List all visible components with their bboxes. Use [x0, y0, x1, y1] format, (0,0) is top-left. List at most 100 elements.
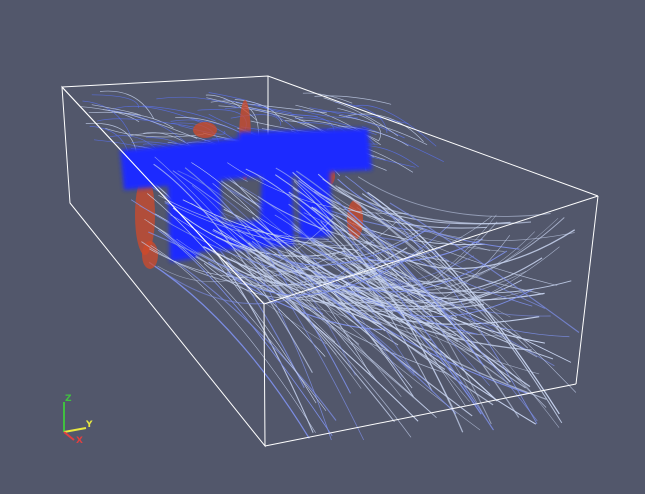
streamline [277, 251, 457, 415]
streamline [288, 203, 459, 378]
streamline [356, 207, 558, 286]
streamline [177, 170, 356, 376]
streamline [174, 260, 337, 421]
streamline-swirl [91, 104, 141, 116]
streamline [294, 178, 490, 386]
streamline [293, 181, 467, 407]
streamline [161, 267, 349, 305]
streamline [172, 170, 349, 312]
streamline-swirl [178, 124, 226, 135]
streamline [317, 173, 511, 225]
streamline [240, 186, 415, 374]
streamline [311, 214, 497, 299]
streamline-swirl [352, 104, 437, 147]
streamline [203, 246, 382, 326]
streamline [313, 191, 492, 425]
streamline [259, 224, 451, 280]
streamline [212, 230, 402, 398]
streamline [176, 238, 349, 318]
streamline [215, 236, 394, 281]
streamline-swirl [142, 105, 216, 122]
streamline [292, 172, 488, 229]
streamline-swirl [205, 94, 258, 121]
streamline [336, 264, 523, 304]
streamline [320, 220, 526, 389]
pressure-patch [193, 122, 217, 138]
streamline [160, 229, 327, 345]
pressure-patch [142, 241, 158, 269]
streamline [296, 267, 484, 310]
streamline-swirl [346, 113, 424, 142]
streamline [324, 284, 528, 394]
streamline [257, 195, 449, 262]
streamline [264, 277, 445, 374]
streamline [349, 292, 540, 375]
streamline [303, 212, 511, 318]
streamline [335, 185, 529, 349]
streamline-swirl [206, 97, 304, 119]
streamline [158, 229, 333, 437]
streamline-swirl [299, 119, 380, 142]
streamline [227, 162, 409, 214]
letter-t1-shape [120, 138, 244, 262]
bbox-edge-diagonal [61, 86, 265, 305]
streamline [361, 193, 563, 424]
streamline [328, 235, 511, 311]
streamline-swirl [80, 106, 140, 123]
streamlines-front [130, 156, 580, 441]
streamline [153, 163, 313, 373]
streamline [298, 240, 482, 415]
streamline [217, 227, 399, 346]
streamline-swirl [156, 96, 239, 108]
streamline [157, 217, 334, 283]
streamline-swirl [314, 95, 392, 105]
streamline [378, 271, 570, 338]
streamline [335, 213, 538, 422]
streamline [150, 245, 316, 433]
streamline [337, 270, 527, 302]
streamline-swirl [230, 114, 282, 126]
y-axis-line [63, 427, 87, 433]
streamline [343, 235, 555, 367]
streamline [158, 194, 329, 240]
streamline [139, 205, 326, 357]
streamline [147, 193, 317, 404]
x-axis-line [63, 431, 75, 441]
streamline [252, 216, 433, 327]
streamline [141, 241, 325, 287]
streamline [313, 216, 492, 262]
streamline [249, 260, 433, 414]
streamline [238, 235, 431, 386]
streamline [389, 202, 580, 333]
streamline [370, 266, 572, 363]
streamline-swirl [323, 97, 399, 137]
streamline [342, 287, 547, 400]
streamline-swirl [97, 118, 196, 128]
bbox-edge-bottom [264, 383, 577, 447]
streamline [261, 266, 453, 312]
streamline [349, 218, 559, 292]
streamline [226, 253, 417, 296]
streamline-swirl [112, 105, 203, 124]
streamline [274, 214, 470, 402]
streamline-swirl [88, 111, 174, 129]
streamline [248, 242, 424, 278]
streamline [288, 191, 464, 433]
streamline [223, 208, 414, 397]
streamline [212, 229, 384, 307]
streamline [275, 174, 458, 319]
streamline [267, 241, 452, 264]
streamline [130, 199, 304, 275]
streamline-swirl [99, 90, 155, 119]
streamline [182, 199, 359, 251]
streamline-swirl [91, 94, 140, 108]
streamline [299, 263, 478, 335]
streamline [337, 186, 532, 225]
y-axis-label: Y [85, 420, 93, 430]
letter-t2-shape [238, 128, 372, 240]
streamline [154, 156, 337, 355]
streamline [339, 231, 536, 291]
streamline-swirl [105, 127, 204, 138]
